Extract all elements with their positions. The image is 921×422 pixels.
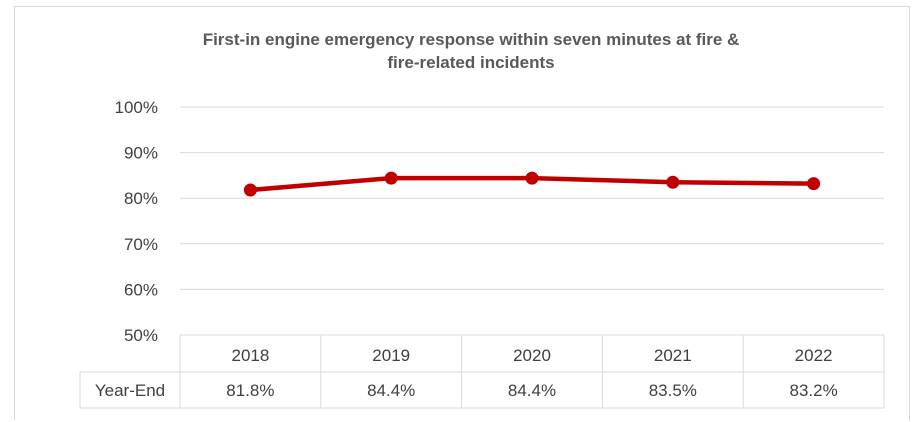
chart-title-line-2: fire-related incidents	[387, 53, 554, 72]
x-tick-label: 2019	[372, 346, 410, 365]
table-value-cell: 84.4%	[508, 381, 556, 400]
x-tick-label: 2020	[513, 346, 551, 365]
y-tick-label: 70%	[124, 235, 158, 254]
table-value-cell: 83.5%	[649, 381, 697, 400]
y-tick-label: 60%	[124, 280, 158, 299]
y-tick-label: 80%	[124, 189, 158, 208]
x-tick-label: 2022	[795, 346, 833, 365]
y-axis-tick-labels: 100% 90% 80% 70% 60% 50%	[115, 98, 158, 345]
chart-title-line-1: First-in engine emergency response withi…	[203, 30, 740, 49]
data-point	[807, 177, 821, 191]
x-tick-label: 2021	[654, 346, 692, 365]
x-tick-label: 2018	[231, 346, 269, 365]
data-point	[666, 175, 680, 189]
data-point	[243, 183, 257, 197]
table-value-cell: 84.4%	[367, 381, 415, 400]
gridlines	[180, 106, 884, 290]
data-point	[384, 171, 398, 185]
data-point	[525, 171, 539, 185]
table-value-cell: 81.8%	[226, 381, 274, 400]
table-legend-label: Year-End	[95, 381, 165, 400]
y-tick-label: 100%	[115, 98, 158, 117]
data-table: Year-End 2018 81.8% 2019 84.4% 2020 84.4% 2021 8…	[79, 334, 885, 409]
series-year-end	[243, 171, 821, 197]
table-value-cell: 83.2%	[789, 381, 837, 400]
y-tick-label: 90%	[124, 144, 158, 163]
y-tick-label: 50%	[124, 326, 158, 345]
